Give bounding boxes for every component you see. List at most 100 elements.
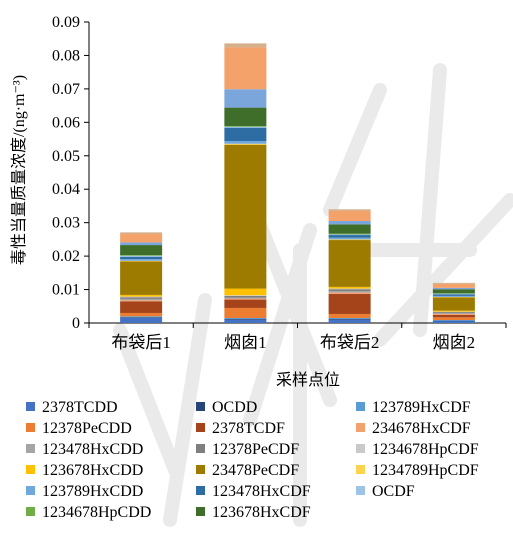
bar-segment-123789hxcdd bbox=[120, 259, 163, 261]
legend-swatch bbox=[356, 444, 365, 453]
bar-segment-ocdd bbox=[120, 317, 163, 318]
y-axis: 0 0.01 0.02 0.03 0.04 0.05 0.06 0.07 0.08 0.09 bbox=[52, 14, 90, 332]
bar-segment-1234678hpcdf bbox=[432, 311, 475, 313]
legend-label: 234678HxCDF bbox=[372, 420, 471, 437]
legend-label: 123478HxCDF bbox=[212, 483, 311, 500]
y-tick-label: 0.03 bbox=[52, 215, 80, 232]
bar-segment-123478hxcdd bbox=[432, 312, 475, 314]
bar-segment-23478pecdf bbox=[120, 261, 163, 295]
bar-segment-123789hxcdf bbox=[120, 316, 163, 318]
y-axis-title: 毒性当量质量浓度/(ng·m⁻³) bbox=[10, 75, 28, 265]
legend-label: 1234678HpCDF bbox=[372, 441, 479, 458]
bar-segment-123789hxcdd bbox=[432, 295, 475, 297]
bar-segment-1234678hpcdd bbox=[120, 255, 163, 256]
bar-segment-2378tcdd bbox=[224, 319, 267, 323]
bars bbox=[120, 43, 475, 323]
bar-segment-123478hxcdd bbox=[120, 298, 163, 301]
bar-segment-2378tcdd bbox=[120, 317, 163, 323]
bar-segment-ocdf bbox=[328, 234, 371, 236]
bar-segment-unlabeled bbox=[432, 283, 475, 288]
bar-segment-2378tcdf bbox=[120, 301, 163, 313]
legend-label: 123678HxCDD bbox=[42, 462, 143, 479]
bar-segment-ocdd bbox=[328, 318, 371, 320]
bar-segment-123478hxcdf bbox=[120, 256, 163, 260]
bar-segment-123678hxcdd bbox=[224, 288, 267, 296]
bar-segment-123678hxcdf bbox=[120, 245, 163, 256]
bar-segment-1234789hpcdf bbox=[432, 296, 475, 298]
bar-segment-ocdf bbox=[120, 255, 163, 257]
bar-segment-12378pecdf bbox=[432, 311, 475, 313]
bar-segment-123478hxcdd bbox=[224, 297, 267, 299]
legend-label: OCDF bbox=[372, 483, 415, 500]
bar-segment-1234678hpcdf bbox=[120, 296, 163, 298]
bar-segment-123789hxcdd bbox=[328, 237, 371, 240]
bar-segment-123678hxcdf bbox=[328, 224, 371, 234]
bar-segment-123478hxcdd bbox=[328, 291, 371, 293]
y-tick-label: 0.01 bbox=[52, 282, 80, 299]
bar-segment-12378pecdd bbox=[328, 313, 371, 318]
bar-segment-ocdf bbox=[224, 126, 267, 128]
legend-label: 123678HxCDF bbox=[212, 504, 311, 521]
bar-segment-12378pecdd bbox=[224, 307, 267, 318]
x-axis-title: 采样点位 bbox=[276, 371, 340, 389]
x-category-label: 布袋后1 bbox=[111, 333, 171, 352]
bar-segment-23478pecdf bbox=[432, 297, 475, 311]
bar-segment-23478pecdf bbox=[224, 144, 267, 289]
bar-segment-1234789hpcdf bbox=[120, 260, 163, 262]
bar-segment-2378tcdd bbox=[328, 319, 371, 323]
x-axis: 布袋后1 烟囱1 布袋后2 烟囱2 bbox=[88, 322, 507, 352]
legend-swatch bbox=[356, 465, 365, 474]
bar-segment-123678hxcdd bbox=[328, 286, 371, 289]
bar-segment-1234789hpcdf bbox=[328, 239, 371, 241]
legend-label: OCDD bbox=[212, 399, 257, 416]
bar-segment-2378tcdf bbox=[328, 293, 371, 314]
bar-segment-12378pecdf bbox=[224, 295, 267, 298]
bar-segment-12378pecdf bbox=[120, 297, 163, 299]
bar-segment-ocdd bbox=[432, 320, 475, 322]
y-tick-label: 0.02 bbox=[52, 248, 80, 265]
legend-label: 123478HxCDD bbox=[42, 441, 143, 458]
legend-label: 2378TCDF bbox=[212, 420, 285, 437]
legend-label: 123789HxCDD bbox=[42, 483, 143, 500]
bar-segment-12378pecdd bbox=[120, 312, 163, 317]
y-tick-label: 0.07 bbox=[52, 81, 80, 98]
bar-segment-2378tcdf bbox=[224, 299, 267, 308]
bar-segment-123678hxcdd bbox=[120, 294, 163, 297]
bar-segment-unlabeled bbox=[328, 220, 371, 225]
legend-label: 1234789HpCDF bbox=[372, 462, 479, 479]
bar-segment-ocdf bbox=[432, 293, 475, 295]
legend-swatch bbox=[26, 507, 35, 516]
bar-segment-2378tcdf bbox=[432, 314, 475, 318]
y-tick-label: 0.09 bbox=[52, 14, 80, 31]
bar-segment-1234678hpcdf bbox=[224, 295, 267, 296]
bar-segment-1234678hpcdd bbox=[328, 233, 371, 235]
legend-label: 123789HxCDF bbox=[372, 399, 471, 416]
bar-segment-234678hxcdf bbox=[328, 292, 371, 294]
legend-swatch bbox=[26, 423, 35, 432]
bar-segment-123789hxcdf bbox=[224, 317, 267, 319]
bar-segment-unlabeled bbox=[328, 210, 371, 221]
legend-swatch bbox=[26, 402, 35, 411]
legend-swatch bbox=[196, 402, 205, 411]
bar-segment-234678hxcdf bbox=[120, 300, 163, 302]
bar-segment-234678hxcdf bbox=[224, 298, 267, 300]
bar-segment-123478hxcdf bbox=[432, 294, 475, 296]
bar-segment-unlabeled bbox=[328, 209, 371, 211]
x-category-label: 烟囱2 bbox=[433, 333, 476, 352]
legend-swatch bbox=[356, 402, 365, 411]
bar-segment-123478hxcdf bbox=[328, 235, 371, 238]
y-tick-label: 0.05 bbox=[52, 148, 80, 165]
legend-swatch bbox=[196, 507, 205, 516]
bar-segment-123789hxcdd bbox=[224, 141, 267, 144]
bar-segment-123478hxcdf bbox=[224, 127, 267, 142]
bar-segment-unlabeled bbox=[432, 282, 475, 284]
bar-segment-123678hxcdf bbox=[432, 289, 475, 294]
bar-segment-123678hxcdd bbox=[432, 310, 475, 312]
legend-swatch bbox=[196, 444, 205, 453]
bar-segment-unlabeled bbox=[120, 232, 163, 235]
bar-segment-2378tcdd bbox=[432, 320, 475, 323]
bar-segment-unlabeled bbox=[120, 234, 163, 243]
legend-swatch bbox=[196, 486, 205, 495]
legend-label: 23478PeCDF bbox=[212, 462, 299, 479]
